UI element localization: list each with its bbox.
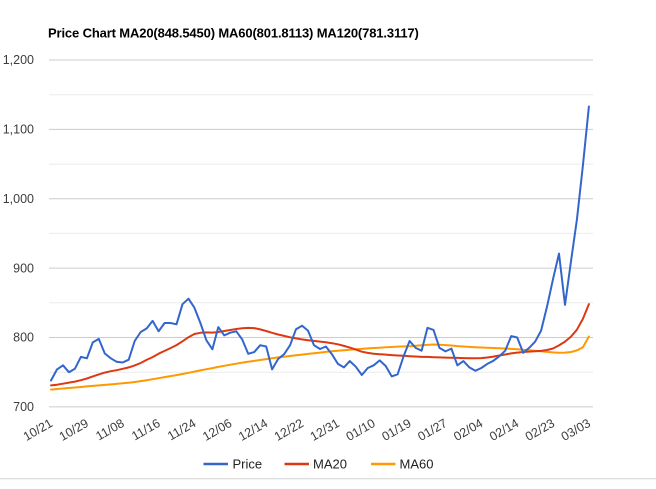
svg-text:700: 700 [13,400,34,414]
svg-text:1,000: 1,000 [3,192,34,206]
svg-text:800: 800 [13,331,34,345]
svg-text:Price Chart MA20(848.5450) MA6: Price Chart MA20(848.5450) MA60(801.8113… [48,26,419,41]
svg-text:Price: Price [233,457,263,472]
svg-text:1,200: 1,200 [3,53,34,67]
svg-text:MA20: MA20 [313,457,347,472]
svg-text:900: 900 [13,261,34,275]
svg-text:MA60: MA60 [400,457,434,472]
svg-text:1,100: 1,100 [3,123,34,137]
